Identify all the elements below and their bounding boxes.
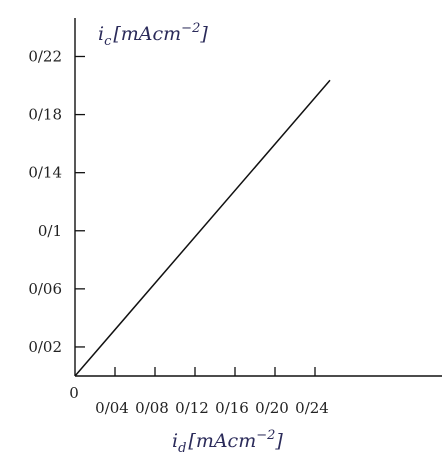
x-tick-label: 0/16 xyxy=(215,399,249,417)
y-tick-label: 0/18 xyxy=(28,106,62,124)
y-tick-label: 0/14 xyxy=(28,164,62,182)
y-axis-title: ic [mAcm−2] xyxy=(98,21,208,49)
x-tick-label: 0/04 xyxy=(95,399,129,417)
x-tick-label: 0/20 xyxy=(255,399,289,417)
axes xyxy=(75,18,442,376)
x-tick-label: 0 xyxy=(69,384,79,402)
x-axis-title: id [mAcm−2] xyxy=(172,428,283,456)
ticks: 0/02 0/06 0/1 0/14 0/18 0/22 0 0/04 0/08 0/12 0/16… xyxy=(28,47,329,417)
series xyxy=(75,80,330,376)
y-tick-label: 0/22 xyxy=(28,47,62,65)
series-line xyxy=(75,80,330,376)
y-tick-label: 0/02 xyxy=(28,338,62,356)
x-tick-label: 0/24 xyxy=(295,399,329,417)
x-tick-label: 0/12 xyxy=(175,399,209,417)
x-tick-label: 0/08 xyxy=(135,399,169,417)
y-tick-label: 0/1 xyxy=(38,222,62,240)
y-tick-label: 0/06 xyxy=(28,280,62,298)
